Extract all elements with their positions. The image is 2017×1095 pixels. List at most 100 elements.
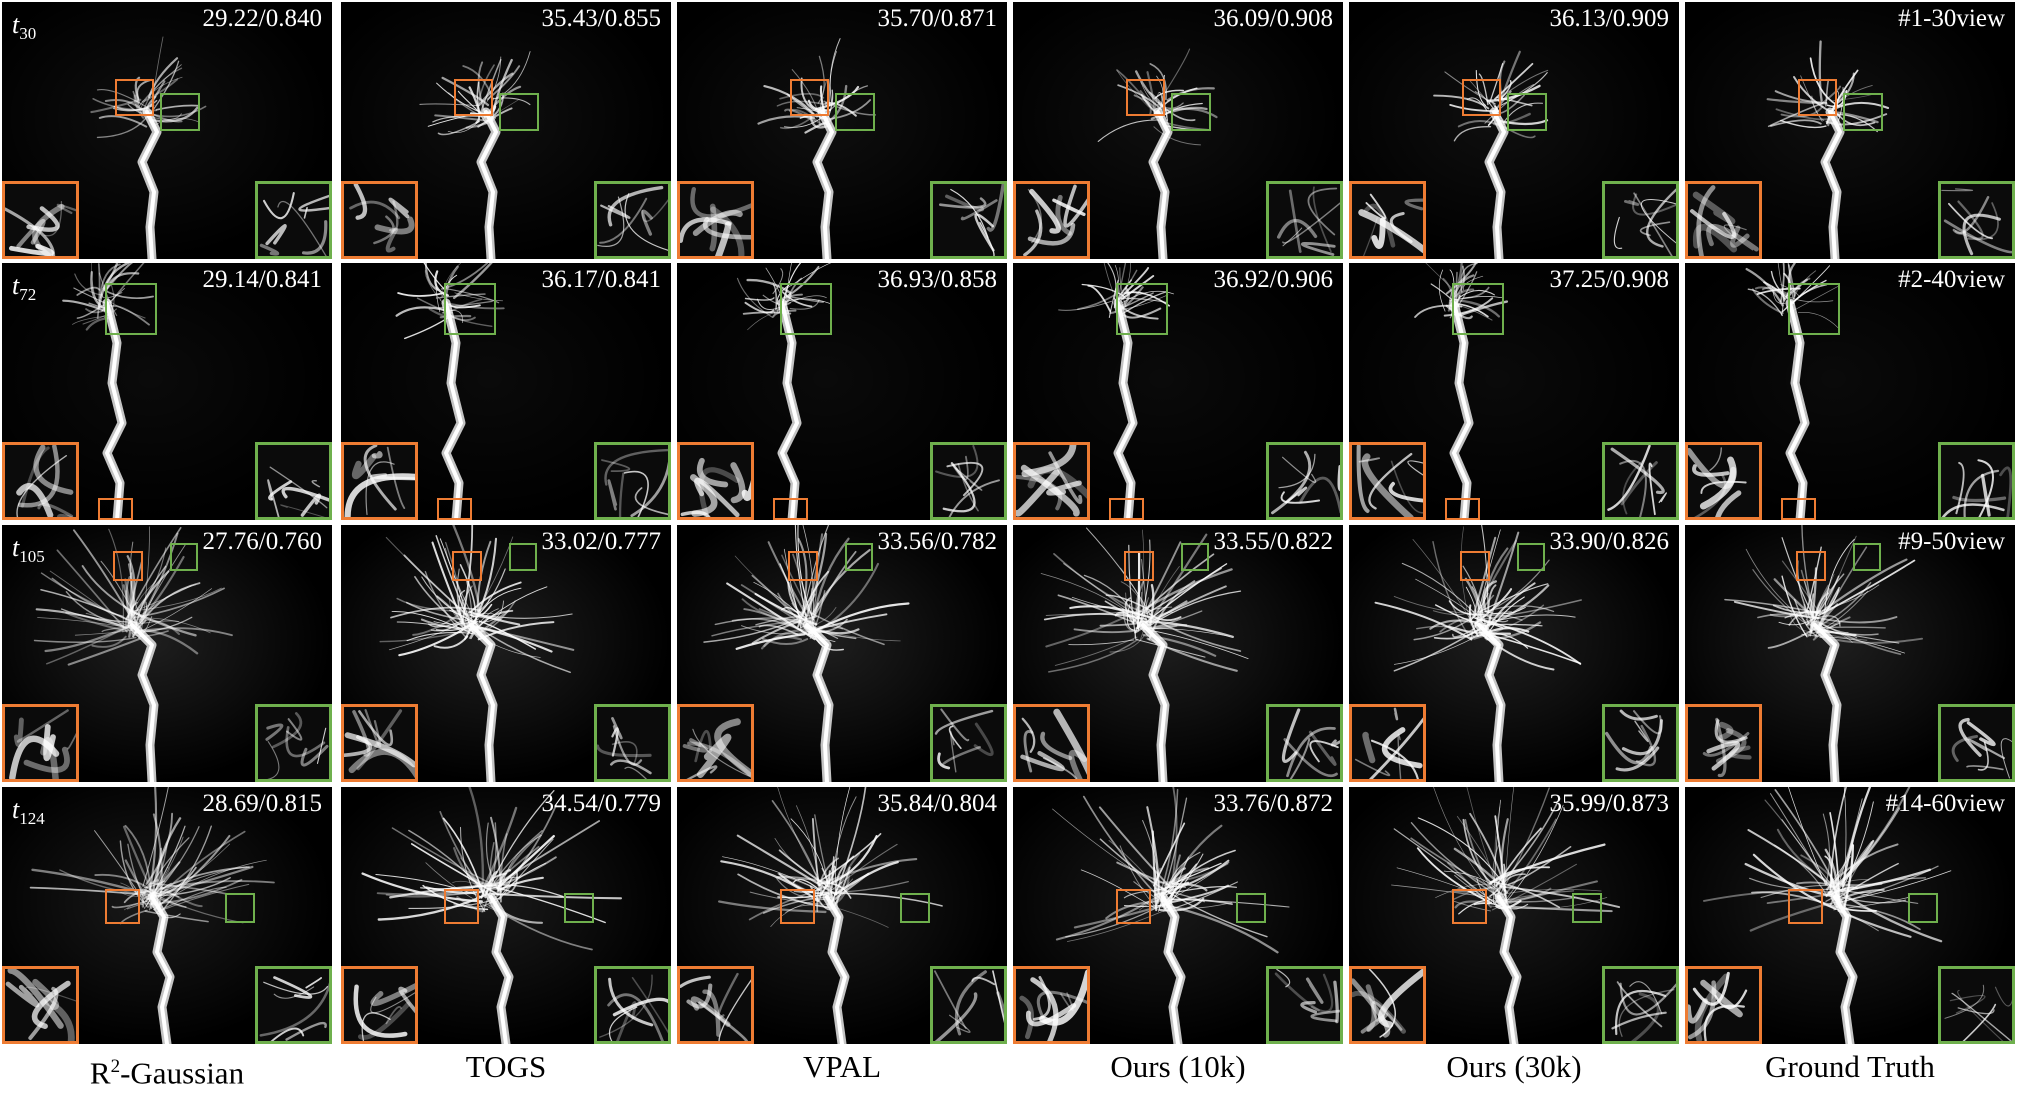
green-zoom-box [1853,543,1881,571]
green-inset [1602,966,1679,1044]
metric-label: 33.55/0.822 [1213,528,1333,555]
orange-inset [1685,181,1762,259]
orange-zoom-box [454,79,493,116]
metric-label: 35.70/0.871 [877,5,997,32]
orange-zoom-box [1126,79,1165,116]
metric-label: 36.93/0.858 [877,266,997,293]
image-cell: 35.70/0.871 [677,2,1007,259]
metric-label: 29.14/0.841 [202,266,322,293]
green-zoom-box [564,893,594,923]
green-inset [1266,966,1343,1044]
metric-label: #14-60view [1885,790,2005,817]
image-cell: #9-50view [1685,525,2015,782]
image-cell: #2-40view [1685,263,2015,520]
image-cell: 37.25/0.908 [1349,263,1679,520]
green-inset [594,181,671,259]
green-inset [255,442,332,520]
orange-inset [1013,704,1090,782]
image-cell: 29.14/0.841 t72 [2,263,332,520]
metric-label: 36.17/0.841 [541,266,661,293]
green-zoom-box [845,543,873,571]
green-inset [1602,442,1679,520]
green-zoom-box [1572,893,1602,923]
image-cell: 33.55/0.822 [1013,525,1343,782]
orange-zoom-box [1798,79,1837,116]
orange-inset [2,181,79,259]
metric-label: 36.13/0.909 [1549,5,1669,32]
green-inset [1938,181,2015,259]
orange-zoom-box [1462,79,1501,116]
green-zoom-box [900,893,930,923]
orange-zoom-box [113,551,143,581]
orange-inset [1349,442,1426,520]
green-zoom-box [170,543,198,571]
metric-label: 34.54/0.779 [541,790,661,817]
image-cell: 36.09/0.908 [1013,2,1343,259]
green-zoom-box [1116,283,1168,335]
green-inset [255,704,332,782]
green-inset [594,704,671,782]
orange-inset [341,442,418,520]
orange-zoom-box [1796,551,1826,581]
column-caption: TOGS [465,1049,547,1084]
metric-label: 37.25/0.908 [1549,266,1669,293]
time-label: t30 [12,12,37,44]
green-zoom-box [1236,893,1266,923]
green-zoom-box [780,283,832,335]
metric-label: #9-50view [1898,528,2005,555]
orange-inset [1013,181,1090,259]
green-inset [594,442,671,520]
image-cell: 27.76/0.760 t105 [2,525,332,782]
green-zoom-box [835,93,875,131]
image-cell: 28.69/0.815 t124 [2,787,332,1044]
image-cell: 36.13/0.909 [1349,2,1679,259]
time-subscript: 30 [19,24,37,44]
column-caption: Ours (30k) [1446,1049,1582,1084]
green-inset [930,966,1007,1044]
image-cell: 33.56/0.782 [677,525,1007,782]
orange-inset [2,966,79,1044]
metric-label: 35.43/0.855 [541,5,661,32]
orange-inset [341,966,418,1044]
image-cell: 33.02/0.777 [341,525,671,782]
time-subscript: 105 [19,547,45,567]
green-inset [255,181,332,259]
green-zoom-box [1908,893,1938,923]
orange-inset [1013,442,1090,520]
green-inset [1602,181,1679,259]
green-zoom-box [1181,543,1209,571]
metric-label: 36.92/0.906 [1213,266,1333,293]
orange-zoom-box [790,79,829,116]
orange-zoom-box [452,551,482,581]
column-caption: Ground Truth [1765,1049,1935,1084]
image-cell: 35.84/0.804 [677,787,1007,1044]
time-label: t124 [12,795,45,828]
image-cell: 33.90/0.826 [1349,525,1679,782]
orange-inset [677,966,754,1044]
green-inset [1938,704,2015,782]
image-cell: 35.43/0.855 [341,2,671,259]
green-zoom-box [509,543,537,571]
green-zoom-box [160,93,200,131]
image-cell: 29.22/0.840 t30 [2,2,332,259]
orange-zoom-box [788,551,818,581]
image-cell: #1-30view [1685,2,2015,259]
orange-zoom-box [1781,498,1816,520]
orange-zoom-box [1116,889,1151,924]
orange-zoom-box [1445,498,1480,520]
orange-inset [341,181,418,259]
green-inset [930,704,1007,782]
time-base: t [12,271,20,300]
time-base: t [12,795,20,824]
orange-zoom-box [1109,498,1144,520]
orange-inset [1349,966,1426,1044]
green-zoom-box [225,893,255,923]
image-cell: 36.93/0.858 [677,263,1007,520]
orange-zoom-box [1460,551,1490,581]
metric-label: 33.90/0.826 [1549,528,1669,555]
column-caption: R2-Gaussian [89,1055,245,1091]
orange-inset [1685,442,1762,520]
orange-zoom-box [1124,551,1154,581]
orange-inset [1685,966,1762,1044]
